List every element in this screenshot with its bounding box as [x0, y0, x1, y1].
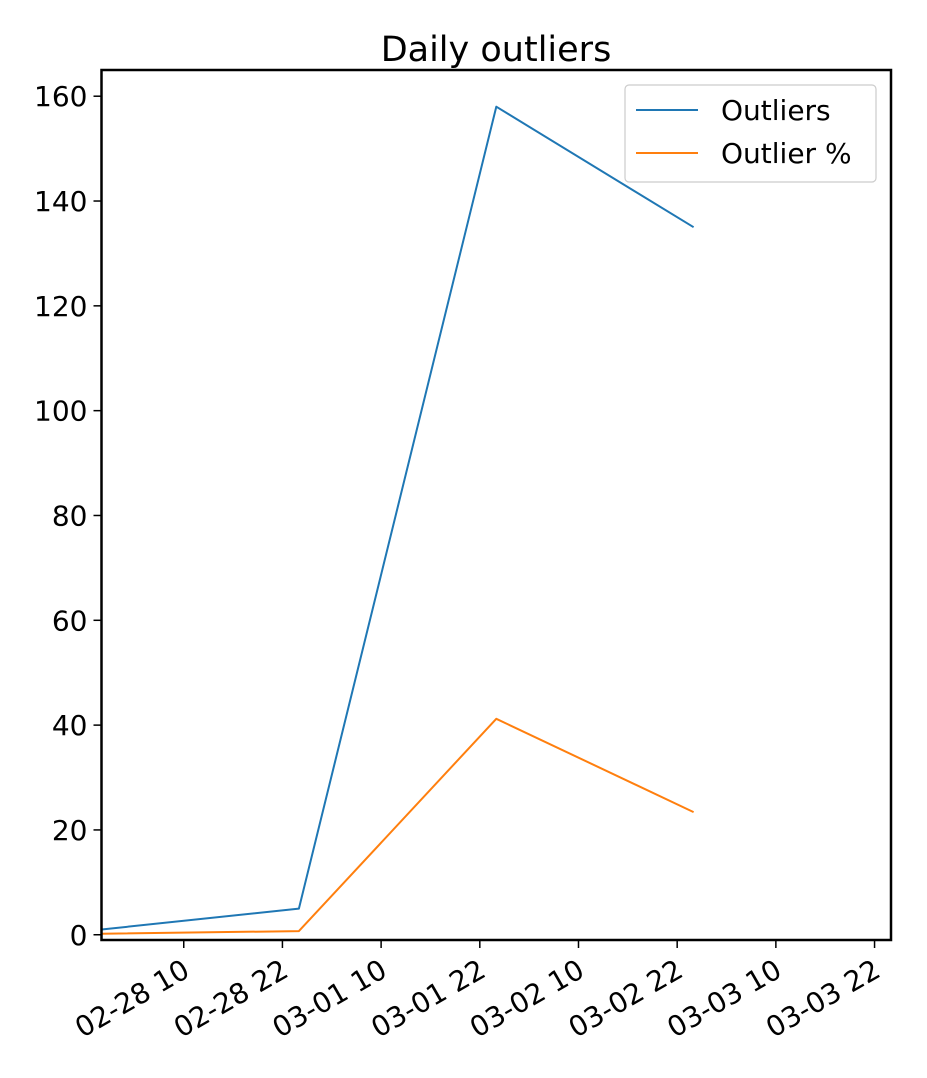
y-tick-label: 60: [52, 604, 88, 637]
y-tick-label: 140: [34, 185, 87, 218]
legend-label-outlier-pct: Outlier %: [721, 137, 852, 170]
y-tick-label: 120: [34, 290, 87, 323]
plot-frame: [100, 68, 893, 942]
legend-label-outliers: Outliers: [721, 94, 831, 127]
y-tick-label: 20: [52, 814, 88, 847]
x-tick-label: 03-03 22: [760, 953, 886, 1045]
y-tick-label: 40: [52, 709, 88, 742]
y-tick-label: 160: [34, 80, 87, 113]
series-line-outliers: [101, 105, 695, 931]
y-tick-label: 0: [70, 919, 88, 952]
series-line-outlier-pct: [101, 717, 695, 935]
y-axis: 0 20 40 60 80 100 120 140 160: [34, 80, 102, 952]
y-tick-label: 80: [52, 499, 88, 532]
y-tick-label: 100: [34, 395, 87, 428]
legend: Outliers Outlier %: [624, 84, 877, 183]
chart-title: Daily outliers: [381, 30, 612, 70]
series-layer: [101, 105, 695, 935]
